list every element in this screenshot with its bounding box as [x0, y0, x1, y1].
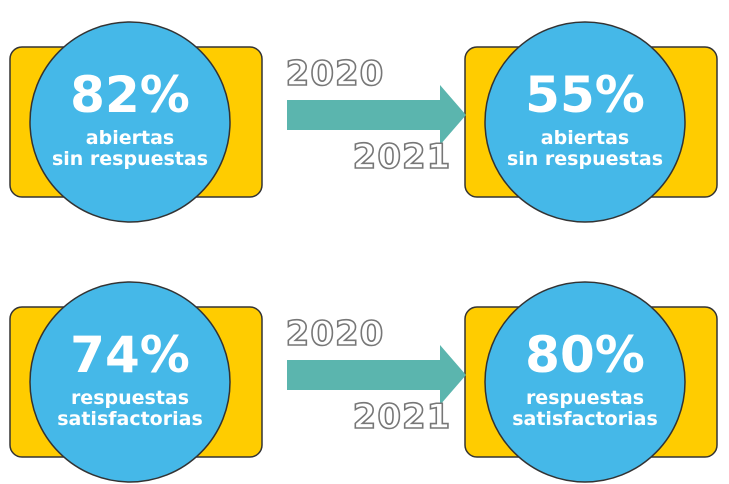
from-year: 2020	[286, 314, 385, 354]
badge-line: satisfactorias	[57, 408, 203, 430]
badge-line: sin respuestas	[507, 148, 663, 170]
badge-value: 74%	[70, 326, 190, 384]
badge-circle	[29, 281, 231, 483]
badge-line: abiertas	[541, 127, 629, 149]
to-year: 2021	[353, 397, 452, 437]
badge-line: sin respuestas	[52, 148, 208, 170]
badge-line: abiertas	[86, 127, 174, 149]
badge-circle	[29, 21, 231, 223]
arrow	[287, 345, 466, 405]
from-year: 2020	[286, 54, 385, 94]
badge-value: 82%	[70, 66, 190, 124]
badge-line: respuestas	[71, 387, 189, 409]
badge-line: respuestas	[526, 387, 644, 409]
badge-circle	[484, 281, 686, 483]
badge-circle	[484, 21, 686, 223]
badge-value: 55%	[525, 66, 645, 124]
badge-value: 80%	[525, 326, 645, 384]
to-year: 2021	[353, 137, 452, 177]
arrow	[287, 85, 466, 145]
badge-line: satisfactorias	[512, 408, 658, 430]
